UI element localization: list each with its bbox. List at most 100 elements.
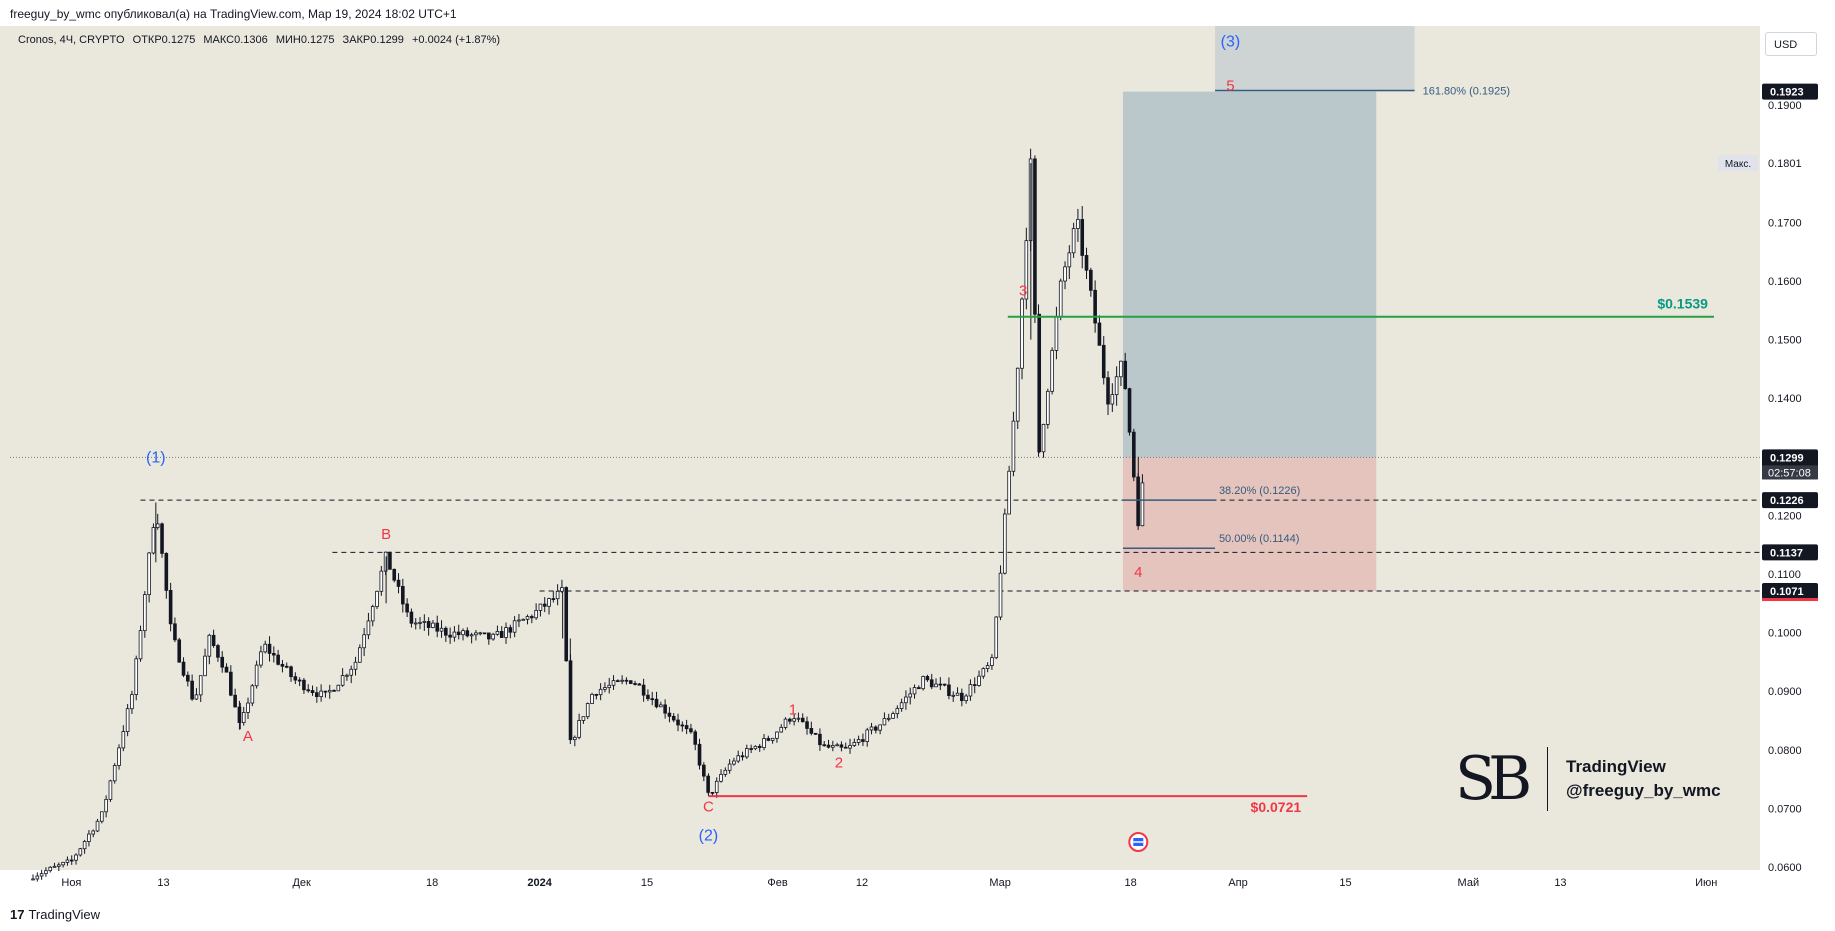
price-badge-accent — [1762, 598, 1818, 602]
candle-body — [57, 864, 61, 867]
candle-body — [310, 690, 315, 694]
wave-label: (1) — [146, 450, 166, 467]
stop-zone — [1122, 457, 1377, 592]
candle-body — [1024, 240, 1029, 300]
candle-body — [1046, 390, 1050, 425]
legend-close: ЗАКР0.1299 — [342, 34, 404, 46]
candle-body — [581, 716, 586, 721]
legend-low: МИН0.1275 — [275, 34, 335, 46]
candle-body — [194, 694, 199, 700]
candle-body — [521, 618, 526, 621]
candle-body — [487, 632, 491, 640]
candle-body — [719, 773, 723, 782]
candle-body — [779, 727, 784, 733]
candle-body — [654, 698, 659, 708]
time-tick-label: 13 — [157, 877, 169, 889]
candle-body — [1114, 376, 1119, 396]
price-tick-label: 0.0900 — [1768, 686, 1802, 698]
candle-body — [448, 634, 452, 638]
candle-body — [852, 742, 857, 746]
price-badge-bg — [1762, 544, 1818, 561]
candle-body — [925, 676, 930, 681]
price-chart[interactable]: $0.1539 $0.0721 161.80% (0.1925) 38.20% (0.… — [0, 26, 1835, 902]
candle-body — [697, 743, 702, 766]
candle-body — [482, 632, 487, 635]
candle-body — [517, 619, 521, 622]
candle-body — [921, 676, 925, 690]
candle-body — [1011, 420, 1016, 472]
candle-body — [293, 676, 298, 681]
candle-body — [1110, 394, 1115, 405]
price-badge-value: 0.1071 — [1770, 586, 1804, 598]
candle-body — [942, 683, 947, 686]
candle-body — [732, 760, 736, 765]
legend-symbol[interactable]: Cronos, 4Ч, CRYPTO — [18, 34, 125, 46]
price-badge-value: 0.1299 — [1770, 452, 1804, 464]
candle-body — [895, 708, 900, 715]
candle-body — [1089, 269, 1093, 291]
candle-body — [1132, 431, 1136, 478]
candle-body — [968, 684, 973, 697]
candle-body — [130, 694, 134, 710]
candle-body — [211, 634, 216, 646]
candle-body — [792, 718, 796, 722]
time-tick-label: Фев — [767, 877, 787, 889]
time-tick-label: 2024 — [527, 877, 552, 889]
candles — [31, 148, 1145, 882]
candle-body — [409, 611, 414, 624]
price-tick-label: 0.1400 — [1768, 393, 1802, 405]
chart-area[interactable]: $0.1539 $0.0721 161.80% (0.1925) 38.20% (0.… — [0, 26, 1835, 902]
candle-body — [224, 666, 229, 673]
candle-body — [770, 737, 775, 741]
candle-body — [848, 745, 852, 749]
candle-body — [108, 780, 113, 800]
candle-body — [1097, 322, 1102, 346]
candle-body — [168, 589, 173, 625]
candle-body — [375, 590, 379, 607]
candle-body — [766, 738, 771, 741]
candle-body — [938, 683, 943, 686]
candle-body — [276, 654, 280, 665]
tradingview-logo-icon: 17 — [10, 907, 25, 922]
candle-body — [74, 854, 78, 861]
fib-label-2: 50.00% (0.1144) — [1219, 533, 1300, 545]
legend-open: ОТКР0.1275 — [132, 34, 196, 46]
candle-body — [1119, 360, 1123, 378]
time-axis-background — [0, 870, 1835, 902]
candle-body — [112, 765, 117, 782]
candle-body — [95, 820, 100, 832]
time-tick-label: Май — [1458, 877, 1480, 889]
candle-body — [186, 674, 190, 682]
candle-body — [1054, 316, 1059, 351]
candle-body — [663, 704, 667, 714]
candle-body — [525, 616, 530, 620]
candle-body — [633, 683, 637, 685]
candle-body — [87, 833, 91, 842]
candle-body — [955, 692, 960, 696]
price-tick-label: 0.0600 — [1768, 862, 1802, 874]
candle-body — [1050, 349, 1054, 392]
currency-button[interactable]: USD — [1765, 32, 1817, 56]
time-tick-label: 15 — [641, 877, 653, 889]
candle-body — [762, 738, 766, 748]
candle-body — [69, 859, 74, 862]
candle-body — [874, 726, 878, 731]
candle-body — [598, 688, 603, 696]
candle-body — [362, 634, 366, 649]
legend-high: МАКС0.1306 — [203, 34, 268, 46]
price-tick-label: 0.0700 — [1768, 803, 1802, 815]
candle-body — [151, 527, 156, 554]
candle-body — [160, 523, 164, 554]
candle-body — [439, 627, 444, 632]
price-badge-bg — [1762, 492, 1818, 509]
candle-body — [684, 725, 689, 730]
footer-brand[interactable]: 17 TradingView — [10, 907, 100, 922]
candle-body — [181, 661, 186, 676]
time-tick-label: 18 — [426, 877, 438, 889]
time-tick-label: Ноя — [61, 877, 81, 889]
candle-body — [284, 665, 289, 668]
candle-body — [207, 634, 212, 657]
candle-body — [358, 647, 362, 663]
candle-body — [452, 631, 457, 638]
candle-body — [1076, 219, 1080, 229]
